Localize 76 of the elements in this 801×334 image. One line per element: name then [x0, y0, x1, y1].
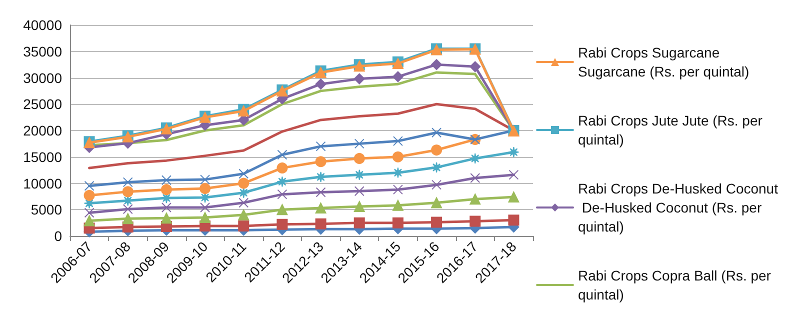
point — [354, 152, 365, 164]
y-tick-label: 10000 — [23, 175, 62, 192]
point — [315, 78, 326, 90]
point — [392, 136, 403, 146]
point — [238, 187, 250, 198]
point — [432, 128, 442, 138]
point — [470, 216, 481, 227]
point — [84, 215, 95, 226]
y-tick-label: 20000 — [23, 122, 62, 138]
point — [238, 168, 249, 179]
point — [277, 150, 288, 160]
point — [470, 194, 481, 205]
point — [122, 177, 133, 188]
point — [316, 187, 326, 198]
point — [431, 216, 442, 228]
point — [392, 184, 403, 195]
point — [432, 180, 442, 190]
point — [508, 214, 520, 226]
y-tick-label: 0 — [54, 228, 62, 244]
point — [238, 220, 250, 232]
point — [392, 217, 404, 228]
point — [200, 174, 210, 185]
point — [431, 162, 442, 173]
point — [315, 202, 326, 214]
point — [508, 170, 519, 180]
point — [122, 204, 133, 214]
legend-label: Rabi Crops Copra Ball (Rs. per quintal) — [578, 268, 775, 302]
point — [392, 151, 404, 162]
point — [200, 202, 210, 213]
point — [200, 183, 211, 194]
legend-label: Rabi Crops De-Husked Coconut De-Husked Coconut (Rs. per quintal) — [578, 180, 778, 234]
point — [354, 217, 365, 228]
point — [431, 59, 442, 70]
point — [316, 141, 326, 152]
y-tick-label: 40000 — [23, 17, 62, 33]
point — [354, 186, 364, 196]
point — [470, 152, 481, 164]
point — [354, 138, 364, 149]
point — [354, 73, 365, 84]
point — [276, 218, 288, 230]
point — [238, 209, 250, 220]
point — [160, 184, 172, 196]
point — [238, 178, 250, 189]
point — [238, 198, 249, 208]
point — [200, 212, 211, 224]
point — [84, 190, 95, 201]
point — [392, 200, 404, 211]
y-tick-label: 35000 — [23, 43, 62, 60]
point — [161, 202, 172, 213]
point — [276, 204, 288, 216]
point — [508, 191, 520, 202]
point — [431, 144, 442, 156]
point — [161, 175, 172, 186]
point — [160, 212, 172, 224]
y-tick-label: 15000 — [23, 148, 62, 165]
point — [508, 146, 520, 158]
legend-label: Rabi Crops Jute Jute (Rs. per quintal) — [578, 112, 766, 148]
point — [354, 200, 365, 212]
legend-label: Rabi Crops Sugarcane Sugarcane (Rs. per quintal) — [578, 44, 750, 80]
point — [122, 213, 134, 224]
point — [470, 61, 481, 72]
point — [392, 71, 404, 82]
point — [84, 180, 94, 191]
point — [315, 218, 326, 230]
point — [276, 162, 288, 174]
y-tick-label: 30000 — [23, 70, 62, 86]
point — [315, 156, 326, 168]
point — [122, 186, 134, 198]
point — [431, 197, 442, 208]
point — [276, 176, 288, 188]
point — [84, 208, 94, 218]
point — [277, 189, 288, 200]
y-tick-label: 25000 — [23, 96, 62, 112]
point — [470, 172, 480, 183]
y-tick-label: 5000 — [30, 202, 62, 218]
point — [315, 171, 326, 182]
